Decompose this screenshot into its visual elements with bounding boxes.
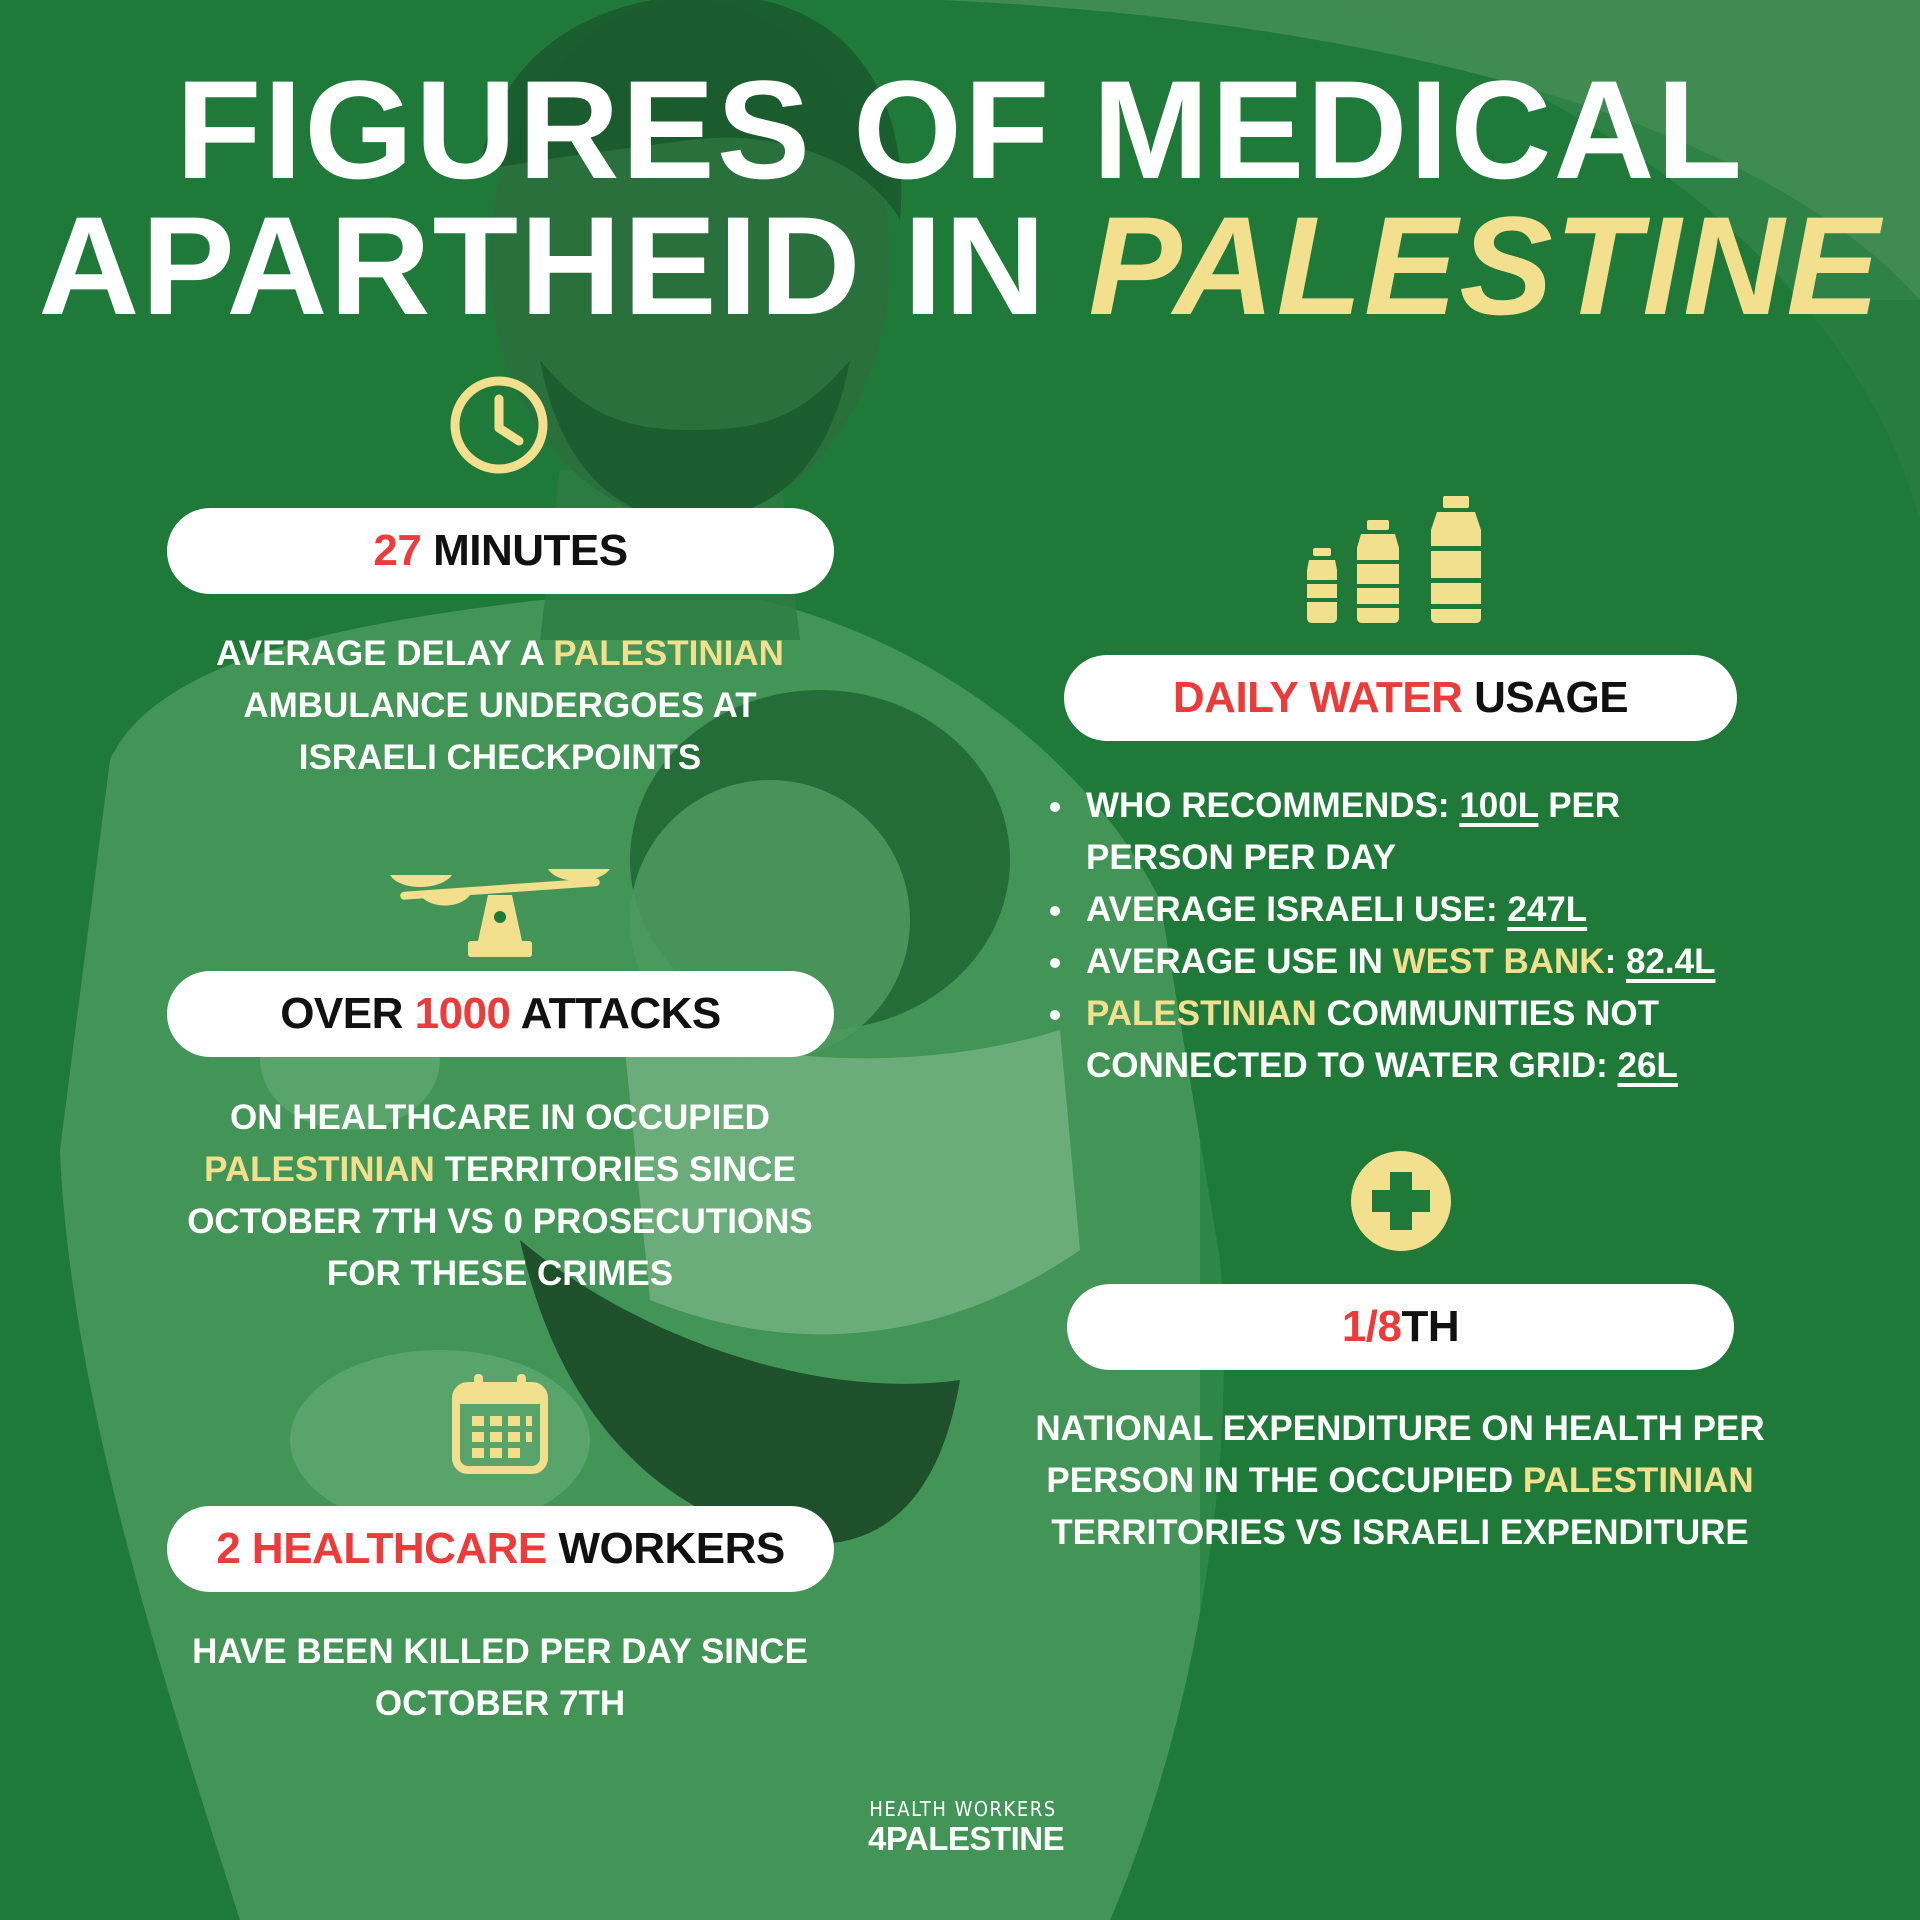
water-title-red: DAILY WATER <box>1172 673 1463 722</box>
workers-description: HAVE BEEN KILLED PER DAY SINCE OCTOBER 7… <box>130 1626 870 1730</box>
minutes-desc-1: AVERAGE DELAY A <box>216 634 554 673</box>
water-b4-highlight: PALESTINIAN <box>1086 994 1317 1033</box>
expenditure-desc-highlight: PALESTINIAN <box>1522 1461 1754 1500</box>
attacks-desc-1: ON HEALTHCARE IN OCCUPIED <box>230 1098 770 1137</box>
water-b3-value: 82.4L <box>1625 942 1716 981</box>
workers-desc-2: OCTOBER 7TH <box>374 1684 626 1723</box>
minutes-label: MINUTES <box>421 526 628 575</box>
workers-desc-1: HAVE BEEN KILLED PER DAY SINCE <box>192 1632 808 1671</box>
balance-scale-icon <box>390 865 610 961</box>
title-highlight: PALESTINE <box>1088 187 1882 344</box>
water-b3-text: AVERAGE USE IN <box>1086 942 1393 981</box>
medical-plus-icon <box>1350 1150 1452 1252</box>
minutes-desc-2: AMBULANCE UNDERGOES AT <box>243 686 757 725</box>
workers-pill: 2 HEALTHCARE WORKERS <box>167 1506 834 1592</box>
expenditure-number: 1/8 <box>1341 1302 1402 1351</box>
attacks-desc-3: OCTOBER 7TH VS 0 PROSECUTIONS <box>187 1202 813 1241</box>
minutes-desc-highlight: PALESTINIAN <box>553 634 784 673</box>
attacks-label: ATTACKS <box>510 989 722 1038</box>
footer-logo: HEALTH WORKERS 4PALESTINE <box>868 1797 1065 1858</box>
water-b1-line2: PERSON PER DAY <box>1086 838 1396 877</box>
water-pill: DAILY WATER USAGE <box>1064 655 1737 741</box>
calendar-icon <box>450 1372 550 1474</box>
water-b3-highlight: WEST BANK <box>1392 942 1605 981</box>
water-title-rest: USAGE <box>1462 673 1629 722</box>
water-b4-line2: CONNECTED TO WATER GRID: <box>1086 1046 1618 1085</box>
water-b2-value: 247L <box>1507 890 1588 929</box>
attacks-desc-4: FOR THESE CRIMES <box>326 1254 674 1293</box>
minutes-desc-3: ISRAELI CHECKPOINTS <box>298 738 702 777</box>
water-b4-value: 26L <box>1617 1046 1678 1085</box>
workers-number: 2 HEALTHCARE <box>216 1524 547 1573</box>
minutes-number: 27 <box>373 526 422 575</box>
attacks-desc-2: TERRITORIES SINCE <box>434 1150 796 1189</box>
minutes-description: AVERAGE DELAY A PALESTINIAN AMBULANCE UN… <box>140 628 860 784</box>
water-bullet-list: WHO RECOMMENDS: 100L PER PERSON PER DAY A… <box>1050 780 1830 1092</box>
water-b1-value: 100L <box>1459 786 1539 825</box>
water-bullet-westbank: AVERAGE USE IN WEST BANK: 82.4L <box>1050 936 1830 988</box>
clock-icon <box>447 373 551 477</box>
expenditure-desc-1: NATIONAL EXPENDITURE ON HEALTH PER <box>1035 1409 1765 1448</box>
title-line-2: APARTHEID IN PALESTINE <box>0 196 1920 336</box>
footer-line-1: HEALTH WORKERS <box>869 1797 1057 1821</box>
expenditure-description: NATIONAL EXPENDITURE ON HEALTH PER PERSO… <box>960 1403 1840 1559</box>
expenditure-pill: 1/8 TH <box>1067 1284 1734 1370</box>
attacks-prefix: OVER <box>280 989 415 1038</box>
minutes-pill: 27 MINUTES <box>167 508 834 594</box>
attacks-number: 1000 <box>414 989 511 1038</box>
water-bullet-who: WHO RECOMMENDS: 100L PER PERSON PER DAY <box>1050 780 1830 884</box>
expenditure-label: TH <box>1401 1302 1460 1351</box>
workers-label: WORKERS <box>546 1524 785 1573</box>
attacks-description: ON HEALTHCARE IN OCCUPIED PALESTINIAN TE… <box>130 1092 870 1300</box>
water-b1-text: WHO RECOMMENDS: <box>1086 786 1460 825</box>
page-title: FIGURES OF MEDICAL APARTHEID IN PALESTIN… <box>0 51 1920 336</box>
water-bottles-icon <box>1305 494 1495 624</box>
title-line-2-prefix: APARTHEID IN <box>38 187 1089 344</box>
title-line-1: FIGURES OF MEDICAL <box>175 51 1745 208</box>
water-bullet-communities: PALESTINIAN COMMUNITIES NOT CONNECTED TO … <box>1050 988 1830 1092</box>
attacks-desc-highlight: PALESTINIAN <box>204 1150 435 1189</box>
footer-line-2: 4PALESTINE <box>868 1820 1065 1857</box>
attacks-pill: OVER 1000 ATTACKS <box>167 971 834 1057</box>
water-b3-colon: : <box>1604 942 1626 981</box>
water-bullet-israeli: AVERAGE ISRAELI USE: 247L <box>1050 884 1830 936</box>
water-b4-text: COMMUNITIES NOT <box>1316 994 1659 1033</box>
water-b1-rest: PER <box>1538 786 1621 825</box>
water-b2-text: AVERAGE ISRAELI USE: <box>1086 890 1508 929</box>
expenditure-desc-3: TERRITORIES VS ISRAELI EXPENDITURE <box>1051 1513 1749 1552</box>
expenditure-desc-2: PERSON IN THE OCCUPIED <box>1046 1461 1523 1500</box>
